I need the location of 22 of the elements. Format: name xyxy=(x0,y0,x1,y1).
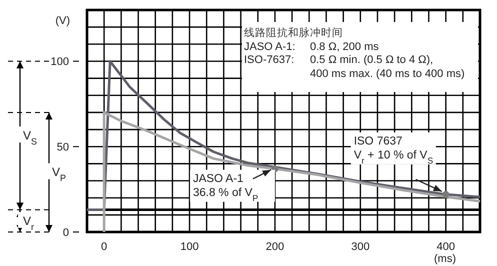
annotation: ISO 7637 V$_{r}$ + 10 % of V$_{S}$ xyxy=(354,135,434,166)
text: V$_{P}$ xyxy=(52,165,66,184)
annotation: 0.5 Ω min. (0.5 Ω to 4 Ω), xyxy=(310,54,434,66)
annotation: JASO A-1: xyxy=(244,41,296,53)
text: V$_{r}$ xyxy=(23,214,34,232)
text: V$_{S}$ xyxy=(23,128,38,147)
x-tick-label: 100 xyxy=(180,241,199,253)
y-tick-label: 100 xyxy=(50,56,69,68)
y-tick-label: 0 xyxy=(62,227,69,239)
x-tick-label: 300 xyxy=(351,241,370,253)
x-axis-title: (ms) xyxy=(434,253,456,265)
annotation: 0.8 Ω, 200 ms xyxy=(310,41,380,53)
annotation: ISO-7637: xyxy=(244,54,294,66)
annotation: JASO A-1 36.8 % of V$_{P}$ xyxy=(192,172,258,203)
line-series xyxy=(102,111,482,234)
x-tick-label: 200 xyxy=(266,241,284,253)
annotation: 400 ms max. (40 ms to 400 ms) xyxy=(310,68,465,80)
x-tick-label: 400 xyxy=(436,241,456,253)
y-tick-label: 50 xyxy=(56,142,69,154)
y-axis-title: (V) xyxy=(55,15,70,27)
annotation: 线路阻抗和脉冲时间 xyxy=(244,26,343,39)
x-tick-label: 0 xyxy=(101,241,108,253)
